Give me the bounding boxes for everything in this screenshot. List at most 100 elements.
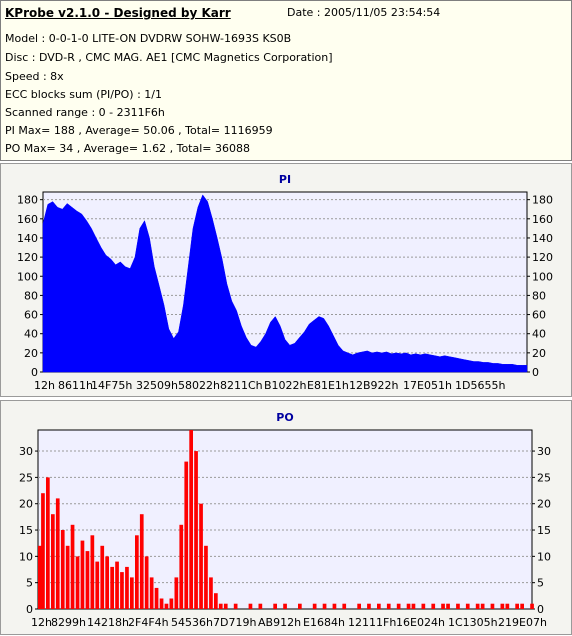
disc-line: Disc : DVD-R , CMC MAG. AE1 [CMC Magneti…	[5, 51, 333, 64]
po-bar	[465, 603, 470, 609]
po-bar	[396, 603, 401, 609]
x-tick-label: 7D719h	[213, 616, 256, 629]
x-tick-label: 16E024h	[396, 616, 445, 629]
po-bar	[189, 430, 193, 609]
po-bar	[411, 603, 416, 609]
x-tick-label: 58022h	[178, 379, 220, 392]
po-bar	[144, 556, 149, 609]
po-bar	[70, 524, 75, 609]
po-bar	[223, 603, 228, 609]
po-bar	[218, 603, 223, 609]
po-bar	[75, 556, 80, 609]
y-tick-label-right: 60	[532, 309, 546, 322]
chart-title: PO	[276, 411, 293, 424]
po-bar	[65, 545, 70, 609]
y-tick-label: 100	[17, 270, 38, 283]
pi-chart-panel: PI 0 0 20 20 40 40 60 60 80 80 100 100 120 120 140 140 16…	[0, 163, 572, 397]
po-bar	[139, 514, 144, 609]
chart-title: PI	[279, 173, 291, 186]
x-tick-label: 14F75h	[91, 379, 132, 392]
y-tick-label-right: 20	[532, 347, 546, 360]
po-bar	[209, 577, 213, 609]
po-bar	[149, 577, 154, 609]
scan-date: Date : 2005/11/05 23:54:54	[287, 6, 441, 19]
po-bar	[169, 598, 174, 609]
po-bar	[342, 603, 347, 609]
y-tick-label-right: 10	[537, 550, 551, 563]
po-bar	[80, 540, 85, 609]
y-tick-label: 5	[26, 577, 33, 590]
po-bar	[95, 561, 100, 609]
x-tick-label: E1684h	[303, 616, 345, 629]
po-bar	[125, 566, 129, 609]
po-bar	[248, 603, 253, 609]
po-chart: PO 0 0 5 5 10 10 15 15 20 20 25 25 30 30 12h 8299h 14218h…	[19, 411, 551, 629]
po-bar	[159, 598, 164, 609]
po-chart-panel: PO 0 0 5 5 10 10 15 15 20 20 25 25 30 30 12h 8299h 14218h…	[0, 400, 572, 635]
po-bar	[480, 603, 485, 609]
y-tick-label-right: 0	[532, 366, 539, 379]
y-tick-label: 10	[19, 550, 33, 563]
info-panel: KProbe v2.1.0 - Designed by Karr Date : …	[0, 0, 572, 161]
x-tick-label: 12h	[31, 616, 52, 629]
y-tick-label: 0	[26, 603, 33, 616]
x-tick-label: 12h	[34, 379, 55, 392]
x-tick-label: 2F4F4h	[128, 616, 169, 629]
y-tick-label-right: 180	[532, 194, 553, 207]
po-bar	[312, 603, 317, 609]
po-bar	[367, 603, 371, 609]
pi-series-area	[42, 194, 528, 373]
x-tick-label: 8211Ch	[220, 379, 263, 392]
po-bar	[214, 593, 218, 609]
po-bar	[332, 603, 337, 609]
x-tick-label: B1022h	[264, 379, 307, 392]
po-bar	[38, 545, 42, 609]
y-tick-label-right: 0	[537, 603, 544, 616]
po-bar	[530, 603, 534, 609]
x-tick-label: 32509h	[136, 379, 178, 392]
pi-summary-line: PI Max= 188 , Average= 50.06 , Total= 11…	[5, 124, 273, 137]
po-bar	[51, 514, 55, 609]
po-bar	[199, 503, 203, 609]
po-bar	[55, 498, 60, 609]
po-bar	[105, 556, 109, 609]
y-tick-label: 20	[24, 347, 38, 360]
pi-chart: PI 0 0 20 20 40 40 60 60 80 80 100 100 120 120 140 140 16…	[17, 173, 553, 392]
po-bar	[258, 603, 263, 609]
po-bar	[130, 577, 134, 609]
po-bar	[446, 603, 450, 609]
po-bar	[505, 603, 510, 609]
po-bar	[441, 603, 445, 609]
po-bar	[431, 603, 436, 609]
po-summary-line: PO Max= 34 , Average= 1.62 , Total= 3608…	[5, 142, 250, 155]
y-tick-label: 140	[17, 232, 38, 245]
y-tick-label: 30	[19, 445, 33, 458]
po-bar	[475, 603, 480, 609]
y-tick-label: 0	[31, 366, 38, 379]
y-tick-label-right: 140	[532, 232, 553, 245]
po-bar	[85, 551, 90, 609]
x-tick-label: 54536h	[171, 616, 213, 629]
y-tick-label: 160	[17, 213, 38, 226]
x-tick-label: 1D5655h	[455, 379, 505, 392]
po-bar	[174, 577, 179, 609]
y-tick-label: 60	[24, 309, 38, 322]
po-series-bars	[38, 430, 534, 609]
po-bar	[100, 545, 105, 609]
po-bar	[233, 603, 238, 609]
po-bar	[179, 524, 184, 609]
y-tick-label-right: 15	[537, 524, 551, 537]
y-tick-label: 20	[19, 498, 33, 511]
y-tick-label-right: 40	[532, 328, 546, 341]
po-bar	[490, 603, 495, 609]
po-bar	[154, 587, 159, 609]
y-tick-label: 40	[24, 328, 38, 341]
x-tick-label: 12B922h	[349, 379, 399, 392]
po-bar	[298, 603, 302, 609]
x-tick-label: AB912h	[258, 616, 301, 629]
po-bar	[204, 545, 208, 609]
po-bar	[110, 566, 114, 609]
po-bar	[456, 603, 460, 609]
ecc-line: ECC blocks sum (PI/PO) : 1/1	[5, 88, 162, 101]
po-bar	[184, 461, 189, 609]
